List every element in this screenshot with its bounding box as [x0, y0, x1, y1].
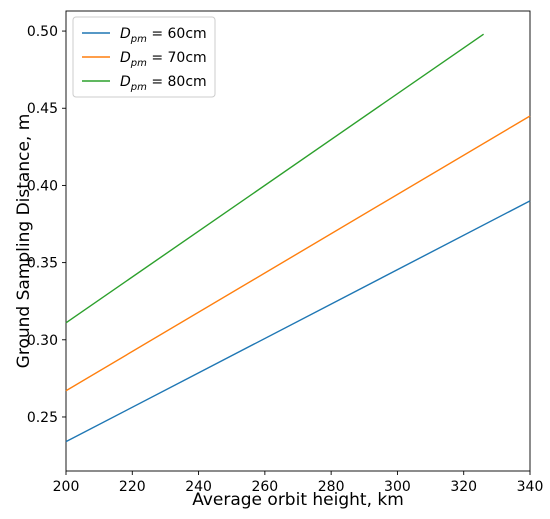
- series-layer: [65, 33, 531, 443]
- y-tick-label: 0.50: [27, 24, 58, 40]
- x-tick-label: 320: [450, 479, 477, 495]
- y-tick-label: 0.35: [27, 256, 58, 272]
- x-tick-label: 340: [517, 479, 544, 495]
- series-line-2: [65, 115, 531, 392]
- x-tick-label: 260: [251, 479, 278, 495]
- plot-frame: [65, 10, 531, 472]
- x-tick-label: 280: [318, 479, 345, 495]
- plot-area: 200 220 240 260 280 300 320 340 0.25 0.30 0.35 0.4…: [27, 10, 544, 495]
- series-line-1: [65, 200, 531, 443]
- y-axis: 0.25 0.30 0.35 0.40 0.45 0.50: [27, 24, 66, 426]
- x-tick-label: 300: [384, 479, 411, 495]
- legend-label-1: Dpm = 60cm: [120, 26, 207, 45]
- legend-label-3: Dpm = 80cm: [120, 74, 207, 93]
- y-tick-label: 0.25: [27, 410, 58, 426]
- legend-label-2: Dpm = 70cm: [120, 50, 207, 69]
- legend: Dpm = 60cm Dpm = 70cm Dpm = 80cm: [72, 16, 216, 98]
- y-tick-label: 0.45: [27, 101, 58, 117]
- x-tick-label: 240: [185, 479, 212, 495]
- y-tick-label: 0.30: [27, 333, 58, 349]
- x-axis: 200 220 240 260 280 300 320 340: [53, 471, 544, 495]
- series-line-3: [65, 33, 484, 324]
- x-tick-label: 220: [119, 479, 146, 495]
- y-axis-label: Ground Sampling Distance, m: [14, 114, 34, 369]
- x-axis-label: Average orbit height, km: [192, 490, 404, 510]
- x-tick-label: 200: [53, 479, 80, 495]
- legend-box: [72, 16, 216, 98]
- y-tick-label: 0.40: [27, 178, 58, 194]
